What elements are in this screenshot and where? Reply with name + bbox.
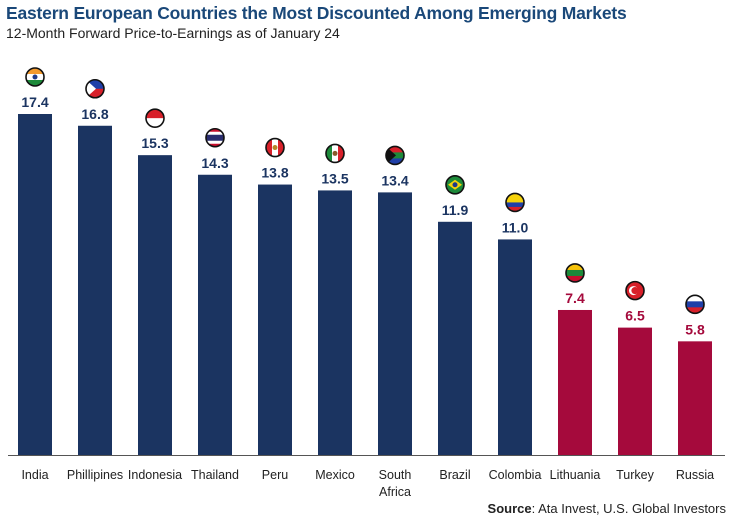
indonesia-flag-icon xyxy=(146,109,164,128)
brazil-flag-icon xyxy=(446,175,464,194)
bar-mexico xyxy=(318,190,352,455)
value-label: 11.9 xyxy=(442,202,469,218)
category-label: Turkey xyxy=(616,468,654,482)
flag-border xyxy=(85,78,105,99)
source-text: : Ata Invest, U.S. Global Investors xyxy=(531,501,726,516)
flag-border xyxy=(25,67,45,87)
source-note: Source: Ata Invest, U.S. Global Investor… xyxy=(488,501,726,516)
value-label: 7.4 xyxy=(565,290,585,306)
bar-lithuania xyxy=(558,309,592,455)
philippines-flag-icon xyxy=(86,79,104,98)
category-label: Mexico xyxy=(315,468,355,482)
value-label: 16.8 xyxy=(81,106,108,122)
flag-border xyxy=(625,280,645,301)
category-label: Indonesia xyxy=(128,468,182,482)
category-label: Brazil xyxy=(439,468,470,482)
category-label: South xyxy=(379,468,412,482)
flag-border xyxy=(385,145,405,166)
category-label: Colombia xyxy=(489,468,542,482)
value-label: 13.4 xyxy=(381,172,408,188)
value-label: 15.3 xyxy=(141,135,168,151)
bar-india xyxy=(18,114,52,455)
flag-border xyxy=(505,192,525,213)
bar-brazil xyxy=(438,221,472,455)
category-label: Lithuania xyxy=(550,468,601,482)
bar-phillipines xyxy=(78,125,112,456)
flag-border xyxy=(565,263,585,283)
value-label: 6.5 xyxy=(625,308,645,324)
category-label: Thailand xyxy=(191,468,239,482)
turkey-flag-icon xyxy=(626,281,644,300)
bar-colombia xyxy=(498,239,532,455)
bar-peru xyxy=(258,184,292,455)
russia-flag-icon xyxy=(686,295,704,314)
peru-flag-icon xyxy=(266,138,284,157)
bar-thailand xyxy=(198,174,232,455)
south-africa-flag-icon xyxy=(386,146,404,165)
lithuania-flag-icon xyxy=(566,263,584,282)
flag-border xyxy=(145,108,165,128)
bar-indonesia xyxy=(138,155,172,456)
source-label: Source xyxy=(487,501,532,516)
flag-border xyxy=(325,143,345,164)
flag-border xyxy=(445,174,465,195)
category-label: Phillipines xyxy=(67,468,123,482)
bar-turkey xyxy=(618,327,652,455)
chart-subtitle: 12-Month Forward Price-to-Earnings as of… xyxy=(6,25,340,41)
bar-south-africa xyxy=(378,192,412,455)
value-label: 17.4 xyxy=(21,94,48,110)
flag-border xyxy=(205,127,225,148)
value-label: 13.5 xyxy=(321,170,348,186)
colombia-flag-icon xyxy=(506,193,524,212)
bar-russia xyxy=(678,341,712,455)
thailand-flag-icon xyxy=(206,128,224,147)
value-label: 5.8 xyxy=(685,321,705,337)
category-label: India xyxy=(21,468,48,482)
flag-border xyxy=(265,137,285,158)
flag-border xyxy=(685,294,705,315)
india-flag-icon xyxy=(26,68,44,86)
category-label: Russia xyxy=(676,468,714,482)
value-label: 11.0 xyxy=(502,219,529,235)
mexico-flag-icon xyxy=(326,144,344,163)
value-label: 13.8 xyxy=(261,165,288,181)
chart-title: Eastern European Countries the Most Disc… xyxy=(6,3,627,23)
category-label: Africa xyxy=(379,485,411,499)
category-label: Peru xyxy=(262,468,288,482)
value-label: 14.3 xyxy=(201,155,228,171)
